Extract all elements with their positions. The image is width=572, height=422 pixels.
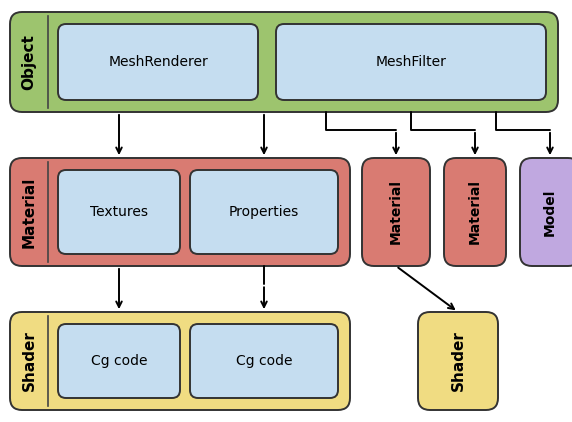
Text: MeshFilter: MeshFilter xyxy=(376,55,446,69)
Text: Shader: Shader xyxy=(22,330,37,392)
FancyBboxPatch shape xyxy=(520,158,572,266)
FancyBboxPatch shape xyxy=(418,312,498,410)
FancyBboxPatch shape xyxy=(58,324,180,398)
Text: MeshRenderer: MeshRenderer xyxy=(108,55,208,69)
Text: Cg code: Cg code xyxy=(91,354,147,368)
Text: Model: Model xyxy=(543,188,557,236)
FancyBboxPatch shape xyxy=(10,158,350,266)
FancyBboxPatch shape xyxy=(190,324,338,398)
Text: Material: Material xyxy=(389,179,403,244)
Text: Shader: Shader xyxy=(451,330,466,392)
Text: Textures: Textures xyxy=(90,205,148,219)
FancyBboxPatch shape xyxy=(10,12,558,112)
FancyBboxPatch shape xyxy=(362,158,430,266)
FancyBboxPatch shape xyxy=(10,312,350,410)
FancyBboxPatch shape xyxy=(444,158,506,266)
FancyBboxPatch shape xyxy=(58,24,258,100)
Text: Cg code: Cg code xyxy=(236,354,292,368)
FancyBboxPatch shape xyxy=(58,170,180,254)
Text: Material: Material xyxy=(468,179,482,244)
FancyBboxPatch shape xyxy=(276,24,546,100)
Text: Object: Object xyxy=(22,34,37,90)
FancyBboxPatch shape xyxy=(190,170,338,254)
Text: Material: Material xyxy=(22,176,37,248)
Text: Properties: Properties xyxy=(229,205,299,219)
